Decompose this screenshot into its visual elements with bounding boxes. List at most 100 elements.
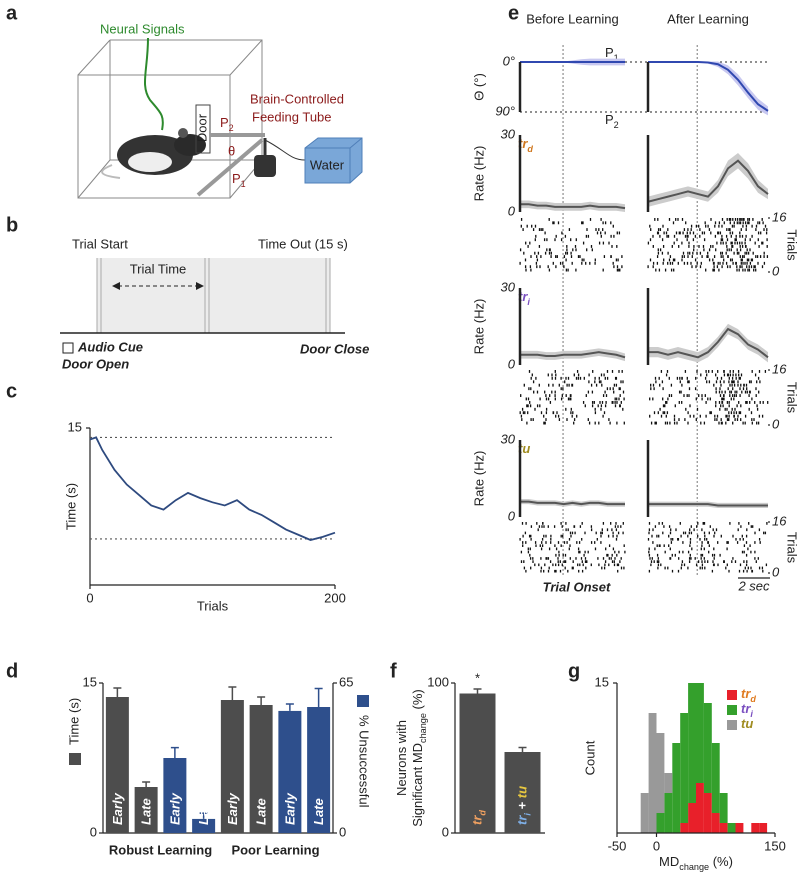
x-axis-label: Trials <box>197 598 229 613</box>
legend-label-part: tr <box>741 686 751 701</box>
x-tick-label: 0 <box>653 838 660 853</box>
legend-label-part: tu <box>741 716 753 731</box>
group-label: Poor Learning <box>231 842 319 857</box>
histogram-bar <box>711 813 720 833</box>
error-bar <box>518 746 527 752</box>
tube <box>196 133 265 197</box>
x-tick-label: 150 <box>764 838 786 853</box>
label-part: 1 <box>241 179 246 189</box>
category-label-part: + <box>515 798 530 813</box>
annotation: P1 <box>605 45 619 63</box>
histogram-bar <box>656 813 665 833</box>
category-label-part: tr <box>470 815 485 825</box>
label: Brain-Controlled <box>250 91 344 106</box>
legend-label: tu <box>741 716 753 731</box>
y2-tick-label: 65 <box>339 674 353 689</box>
x-axis-label-part: MD <box>659 854 679 869</box>
label-part: P <box>232 171 241 186</box>
scale-label: 2 sec <box>737 578 770 593</box>
data-line <box>520 500 625 506</box>
panel-label: f <box>390 660 397 682</box>
y-axis-label: Rate (Hz) <box>471 451 486 507</box>
y-axis-label: Time (s) <box>63 483 78 530</box>
legend-label-part: i <box>750 709 753 719</box>
annotation-part: P <box>605 45 614 60</box>
row-tag-part: tr <box>518 289 528 304</box>
y-tick-label: 90° <box>495 103 515 118</box>
histogram-bar <box>664 793 673 833</box>
label: P2 <box>220 115 234 133</box>
x-axis-label-part: (%) <box>709 854 733 869</box>
label: Feeding Tube <box>252 109 332 124</box>
water-box <box>304 137 363 184</box>
bar <box>504 752 541 833</box>
category-label: Early <box>167 792 182 825</box>
raster-tick-label: 0 <box>772 564 780 579</box>
y-tick-label: 30 <box>501 431 516 446</box>
column-title: After Learning <box>667 11 749 26</box>
data-line <box>520 351 626 359</box>
y-tick-label: 15 <box>83 674 97 689</box>
histogram-bar <box>735 823 744 833</box>
y-tick-label: 15 <box>595 674 609 689</box>
data-line <box>520 203 626 210</box>
y-tick-label: 30 <box>501 279 516 294</box>
column-title: Before Learning <box>526 11 619 26</box>
category-label: Early <box>110 792 125 825</box>
error-bar <box>142 781 151 787</box>
wire <box>144 37 164 131</box>
legend-label: % Unsuccessful <box>357 715 372 808</box>
category-label-part: d <box>478 810 488 816</box>
cable <box>264 139 306 161</box>
cage <box>77 39 263 199</box>
label: P1 <box>232 171 246 189</box>
annotation-part: 2 <box>614 120 619 130</box>
raster <box>647 218 769 272</box>
y-axis-label-part: (%) <box>410 689 425 713</box>
speaker-icon <box>62 342 74 354</box>
panel-label: d <box>6 660 18 682</box>
error-band <box>648 61 768 116</box>
group-label: Robust Learning <box>109 842 212 857</box>
raster-tick-label: 16 <box>772 209 787 224</box>
y-tick-label: 15 <box>68 419 82 434</box>
category-label: tri + tu <box>515 786 533 825</box>
raster-label: Trials <box>785 229 800 261</box>
label-part: P <box>220 115 229 130</box>
y-axis-label: Neurons with <box>394 720 409 796</box>
legend-label: tri <box>741 701 753 719</box>
error-band <box>648 152 768 207</box>
label: Neural Signals <box>100 21 185 36</box>
y-axis-label: Rate (Hz) <box>471 299 486 355</box>
label: Audio Cue <box>77 339 143 354</box>
actuator <box>254 155 276 177</box>
histogram-bar <box>688 803 696 833</box>
raster <box>519 522 626 573</box>
histogram-bar <box>719 793 728 823</box>
category-label-part: tu <box>515 786 530 798</box>
label: Door Open <box>62 356 129 371</box>
raster-tick-label: 16 <box>772 513 787 528</box>
row-tag: trd <box>518 136 533 154</box>
data-line <box>648 61 769 112</box>
histogram-bar <box>711 743 720 813</box>
x-axis-label-part: change <box>679 862 709 872</box>
row-tag-part: d <box>527 144 533 154</box>
raster-label: Trials <box>785 532 800 564</box>
bar <box>105 697 129 833</box>
bar <box>459 693 496 833</box>
histogram-bar <box>688 683 696 803</box>
x-tick-label: 200 <box>324 590 346 605</box>
row-tag-part: i <box>527 297 530 307</box>
row-tag: tri <box>518 289 530 307</box>
x-tick-label: 0 <box>86 590 93 605</box>
diagram-b: b Trial Start Time Out (15 s) Trial Time… <box>6 214 369 371</box>
label: Door <box>194 113 209 142</box>
error-bar <box>473 688 482 694</box>
histogram-bar <box>648 713 657 833</box>
y-tick-label: 100 <box>427 674 449 689</box>
histogram-bar <box>759 823 768 833</box>
door <box>195 104 211 154</box>
category-label: Late <box>254 798 269 825</box>
